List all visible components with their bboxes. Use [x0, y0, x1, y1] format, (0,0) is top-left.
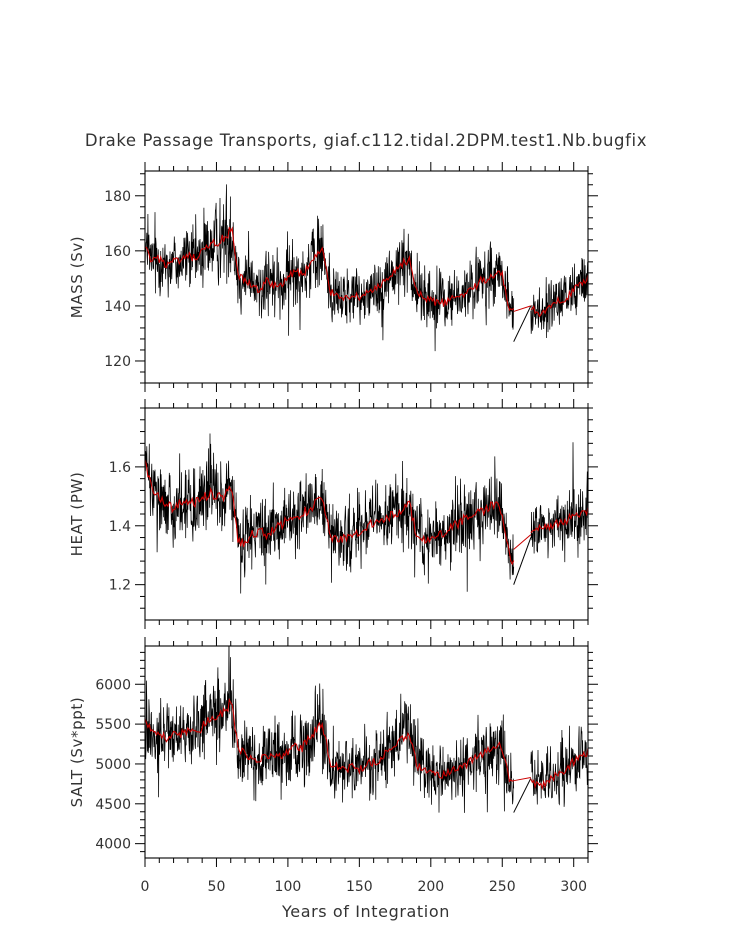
mass-y-axis-label: MASS (Sv): [68, 236, 86, 319]
mass-raw-gap-line: [513, 305, 532, 342]
salt-ytick-label: 5000: [95, 757, 131, 773]
x-tick-label: 300: [560, 879, 587, 895]
panel-mass: 120 140 160 180 MASS (Sv): [68, 162, 598, 392]
heat-raw-gap-line: [513, 537, 532, 585]
heat-ytick-label: 1.2: [109, 578, 131, 594]
x-tick-label: 150: [346, 879, 373, 895]
mass-smoothed-series-late: [530, 274, 588, 318]
salt-raw-series-early: [145, 646, 515, 813]
x-tick-labels: 0 50 100 150 200 250 300: [141, 879, 588, 895]
x-tick-label: 100: [275, 879, 302, 895]
salt-ytick-label: 5500: [95, 717, 131, 733]
heat-smoothed-series-late: [530, 507, 588, 534]
heat-smoothed-series-early: [145, 459, 515, 566]
x-axis-label: Years of Integration: [281, 902, 450, 921]
mass-ytick-label: 160: [104, 244, 131, 260]
mass-raw-series-late: [530, 257, 588, 339]
panels-group: 120 140 160 180 MASS (Sv) 1.2 1.4 1.6 HEAT (PW) 4…: [68, 162, 598, 867]
salt-ytick-label: 6000: [95, 677, 131, 693]
panel-heat: 1.2 1.4 1.6 HEAT (PW): [68, 399, 598, 629]
salt-ytick-label: 4500: [95, 797, 131, 813]
chart-title: Drake Passage Transports, giaf.c112.tida…: [85, 131, 647, 150]
panel-salt: 4000 4500 5000 5500 6000 SALT (Sv*ppt): [68, 637, 598, 867]
salt-raw-gap-line: [513, 778, 532, 813]
heat-ytick-label: 1.6: [109, 460, 131, 476]
mass-smoothed-gap-line: [513, 305, 531, 312]
heat-ytick-label: 1.4: [109, 519, 131, 535]
heat-raw-series-early: [145, 433, 515, 594]
heat-smoothed-gap-line: [513, 534, 532, 550]
salt-ytick-label: 4000: [95, 837, 131, 853]
x-tick-label: 200: [417, 879, 444, 895]
mass-raw-series-early: [145, 184, 515, 352]
x-tick-label: 50: [208, 879, 226, 895]
mass-plot-frame: [144, 170, 589, 384]
salt-raw-series-late: [530, 725, 588, 807]
salt-smoothed-gap-line: [513, 777, 531, 782]
heat-raw-series-late: [530, 442, 588, 563]
mass-ytick-label: 180: [104, 189, 131, 205]
salt-smoothed-series-early: [145, 697, 514, 783]
mass-ytick-label: 140: [104, 299, 131, 315]
mass-smoothed-series-early: [145, 226, 515, 312]
x-tick-label: 250: [489, 879, 516, 895]
salt-y-axis-label: SALT (Sv*ppt): [68, 697, 86, 808]
salt-smoothed-series-late: [530, 747, 588, 791]
mass-ytick-label: 120: [104, 354, 131, 370]
x-tick-label: 0: [141, 879, 150, 895]
salt-plot-frame: [144, 645, 589, 859]
heat-y-axis-label: HEAT (PW): [68, 472, 86, 557]
